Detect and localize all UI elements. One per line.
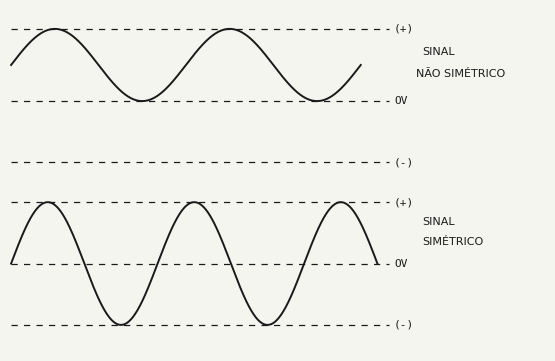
Text: OV: OV — [394, 258, 407, 269]
Text: (+): (+) — [394, 24, 414, 34]
Text: OV: OV — [394, 96, 407, 106]
Text: SINAL: SINAL — [422, 217, 455, 227]
Text: SIMÉTRICO: SIMÉTRICO — [422, 237, 483, 247]
Text: NÃO SIMÉTRICO: NÃO SIMÉTRICO — [416, 69, 506, 79]
Text: (-): (-) — [394, 320, 414, 330]
Text: (-): (-) — [394, 157, 414, 168]
Text: (+): (+) — [394, 197, 414, 207]
Text: SINAL: SINAL — [422, 47, 455, 57]
